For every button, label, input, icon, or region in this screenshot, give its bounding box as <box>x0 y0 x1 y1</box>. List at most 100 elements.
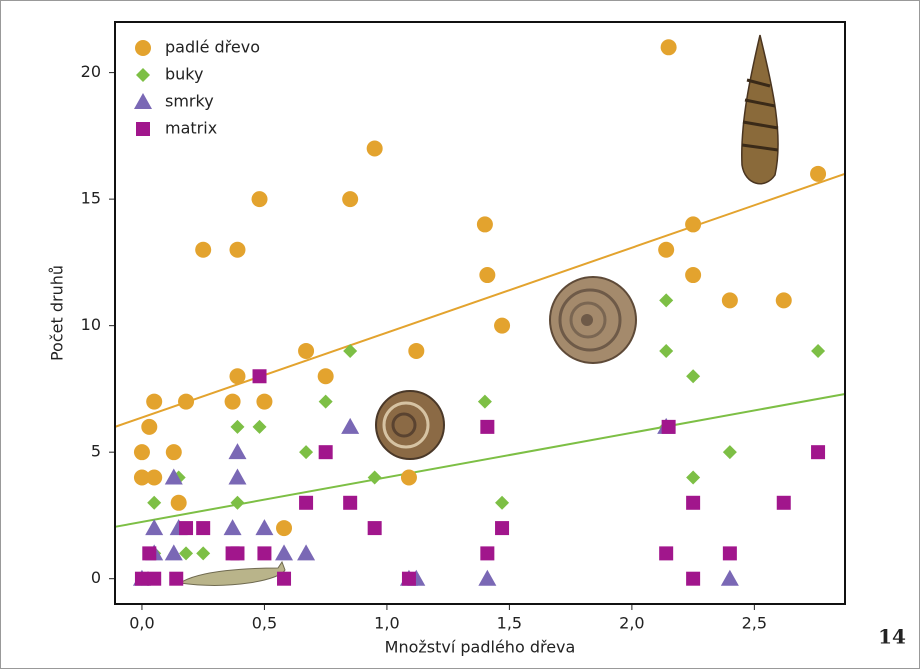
page-number: 14 <box>878 625 906 649</box>
chart: 14 0,00,51,01,52,02,505101520Množství pa… <box>0 0 920 669</box>
plot-frame <box>115 22 845 604</box>
point <box>229 242 245 258</box>
point <box>253 420 267 434</box>
point <box>658 242 674 258</box>
point <box>402 572 416 586</box>
point <box>319 445 333 459</box>
point <box>253 369 267 383</box>
trend-line <box>115 394 845 527</box>
point <box>141 419 157 435</box>
point <box>146 394 162 410</box>
x-tick-label: 2,0 <box>619 614 644 633</box>
point <box>480 546 494 560</box>
point <box>230 546 244 560</box>
point <box>722 292 738 308</box>
point <box>228 468 246 484</box>
point <box>225 394 241 410</box>
point <box>146 469 162 485</box>
point <box>297 544 315 560</box>
point <box>401 469 417 485</box>
legend-label: smrky <box>165 92 214 111</box>
point <box>368 470 382 484</box>
legend-marker <box>135 40 151 56</box>
point <box>343 496 357 510</box>
point <box>686 369 700 383</box>
legend-marker <box>134 93 152 109</box>
point <box>495 521 509 535</box>
point <box>229 368 245 384</box>
x-tick-label: 1,5 <box>497 614 522 633</box>
point <box>147 496 161 510</box>
point <box>230 496 244 510</box>
point <box>478 570 496 586</box>
y-tick-label: 5 <box>91 442 101 461</box>
x-tick-label: 0,0 <box>129 614 154 633</box>
point <box>480 420 494 434</box>
point <box>723 546 737 560</box>
point <box>255 519 273 535</box>
point <box>810 166 826 182</box>
point <box>179 521 193 535</box>
point <box>318 368 334 384</box>
point <box>257 546 271 560</box>
point <box>408 343 424 359</box>
point <box>147 572 161 586</box>
point <box>228 443 246 459</box>
point <box>299 496 313 510</box>
legend-label: padlé dřevo <box>165 38 260 57</box>
y-axis-label: Počet druhů <box>48 265 67 361</box>
point <box>721 570 739 586</box>
legend-label: buky <box>165 65 203 84</box>
point <box>494 318 510 334</box>
point <box>195 242 211 258</box>
point <box>230 420 244 434</box>
point <box>134 444 150 460</box>
point <box>686 496 700 510</box>
point <box>166 444 182 460</box>
point <box>367 141 383 157</box>
point <box>659 344 673 358</box>
point <box>686 572 700 586</box>
x-tick-label: 2,5 <box>742 614 767 633</box>
point <box>171 495 187 511</box>
x-tick-label: 0,5 <box>252 614 277 633</box>
point <box>342 191 358 207</box>
legend-marker <box>136 122 150 136</box>
point <box>178 394 194 410</box>
point <box>723 445 737 459</box>
point <box>277 572 291 586</box>
point <box>661 39 677 55</box>
point <box>479 267 495 283</box>
point <box>811 445 825 459</box>
point <box>662 420 676 434</box>
y-tick-label: 10 <box>81 315 101 334</box>
slide: 14 0,00,51,01,52,02,505101520Množství pa… <box>0 0 920 669</box>
point <box>196 521 210 535</box>
point <box>298 343 314 359</box>
legend-marker <box>136 68 150 82</box>
y-tick-label: 15 <box>81 189 101 208</box>
point <box>477 216 493 232</box>
point <box>135 572 149 586</box>
point <box>224 519 242 535</box>
point <box>142 546 156 560</box>
point <box>256 394 272 410</box>
legend-label: matrix <box>165 119 217 138</box>
point <box>685 216 701 232</box>
y-tick-label: 20 <box>81 62 101 81</box>
point <box>811 344 825 358</box>
point <box>252 191 268 207</box>
frame <box>1 1 920 669</box>
point <box>319 395 333 409</box>
x-axis-label: Množství padlého dřeva <box>385 638 576 657</box>
point <box>478 395 492 409</box>
point <box>299 445 313 459</box>
x-tick-label: 1,0 <box>374 614 399 633</box>
point <box>685 267 701 283</box>
point <box>777 496 791 510</box>
point <box>368 521 382 535</box>
point <box>196 546 210 560</box>
point <box>659 293 673 307</box>
point <box>659 546 673 560</box>
point <box>169 572 183 586</box>
